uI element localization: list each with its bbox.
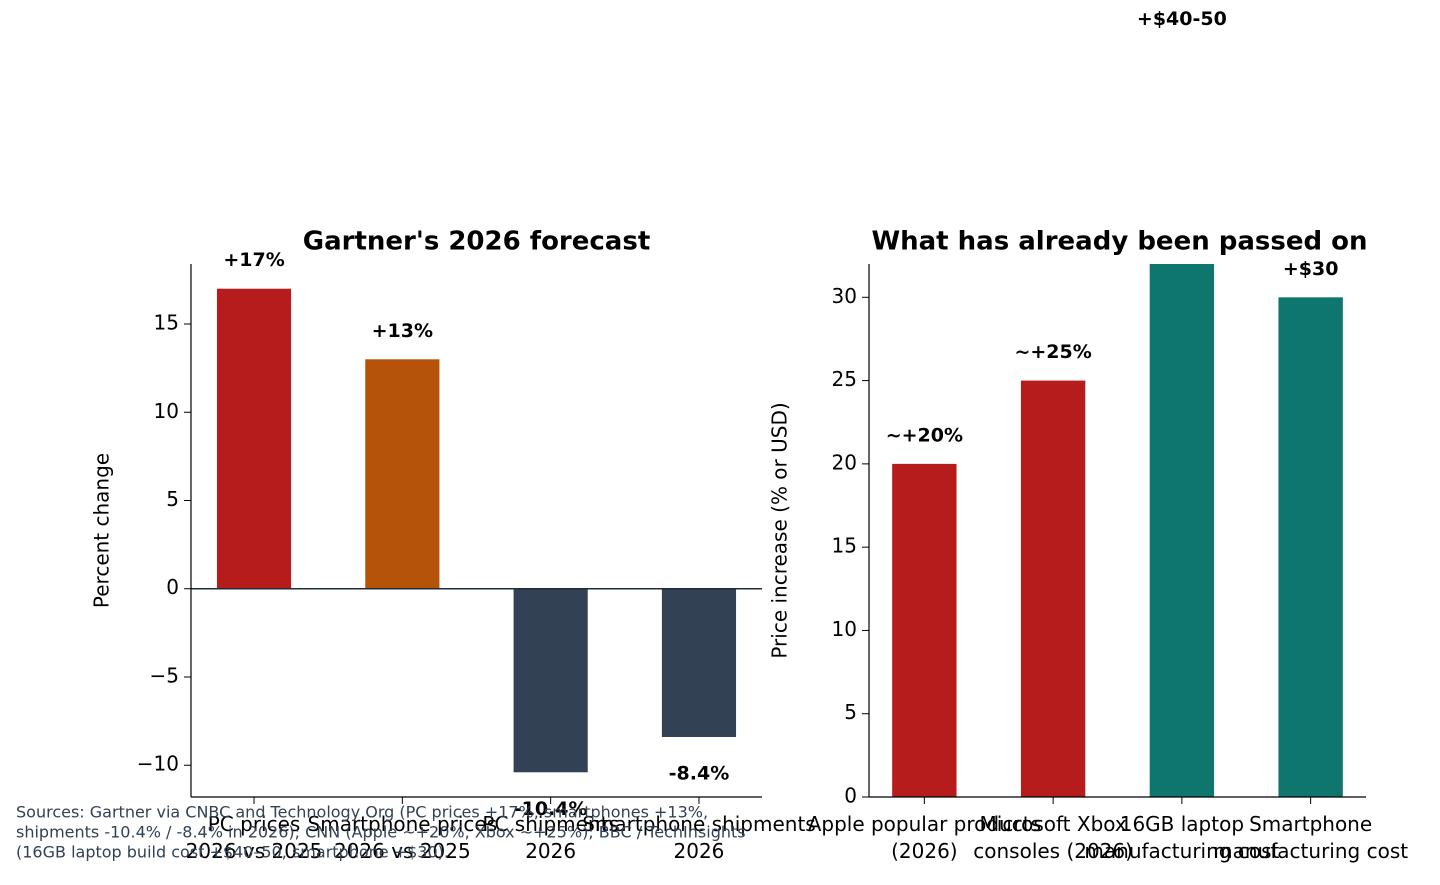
y-tick-label: 15: [832, 534, 857, 558]
x-tick-label: PC shipments 2026: [482, 812, 618, 863]
y-tick-label: 5: [166, 487, 179, 511]
value-label: -8.4%: [669, 762, 730, 784]
x-tick-label: PC prices 2026 vs 2025: [186, 812, 323, 863]
chart-title: Gartner's 2026 forecast: [303, 227, 651, 257]
y-axis-label: Percent change: [90, 453, 114, 608]
bar: [216, 288, 292, 589]
bar: [365, 359, 440, 589]
sources-note: shipments -10.4% / -8.4% in 2026); CNN (…: [16, 823, 746, 842]
x-tick-line: 16GB laptop: [1120, 812, 1244, 836]
y-axis-label: Price increase (% or USD): [768, 402, 792, 658]
value-label: +$30: [1283, 258, 1339, 280]
y-tick-label: 0: [844, 784, 857, 808]
sources-note: (16GB laptop build cost +$40–50, smartph…: [16, 843, 449, 862]
y-tick-label: 0: [166, 575, 179, 599]
y-tick-label: 10: [154, 399, 179, 423]
x-tick-line: Smartphone prices: [308, 812, 498, 836]
y-tick-label: 10: [832, 617, 857, 641]
value-label: ~+20%: [886, 424, 963, 446]
x-tick-line: 2026 vs 2025: [186, 839, 323, 863]
y-tick-label: −10: [137, 752, 179, 776]
value-label: +13%: [372, 320, 433, 342]
chart-title: What has already been passed on: [871, 227, 1367, 257]
value-label: +$40-50: [1137, 8, 1227, 30]
bar: [1278, 297, 1343, 797]
sources-note: Sources: Gartner via CNBC and Technology…: [16, 803, 708, 822]
x-tick-label: Smartphone shipments 2026: [582, 812, 816, 863]
x-tick-line: 2026: [525, 839, 576, 863]
x-tick-line: manufacturing cost: [1084, 839, 1279, 863]
bar: [892, 463, 957, 797]
x-tick-line: Microsoft Xbox: [980, 812, 1127, 836]
x-tick-line: 2026 vs 2025: [334, 839, 471, 863]
x-tick-line: consoles (2026): [973, 839, 1133, 863]
y-tick-label: 15: [154, 311, 179, 335]
x-tick-line: 2026: [674, 839, 725, 863]
x-tick-line: (2026): [891, 839, 958, 863]
y-tick-label: −5: [150, 663, 179, 687]
x-tick-line: PC shipments: [482, 812, 618, 836]
x-tick-label: 16GB laptop manufacturing cost: [1084, 812, 1279, 863]
value-label: +17%: [223, 249, 284, 271]
x-tick-line: Smartphone shipments: [582, 812, 816, 836]
y-tick-label: 20: [832, 450, 857, 474]
x-tick-line: manufacturing cost: [1213, 839, 1408, 863]
plot-area: [216, 288, 737, 773]
x-tick-line: Apple popular products: [808, 812, 1041, 836]
x-tick-label: Apple popular products (2026): [808, 812, 1041, 863]
bar: [1020, 380, 1086, 797]
x-tick-line: Smartphone: [1249, 812, 1372, 836]
bar: [661, 588, 737, 737]
plot-area: [892, 264, 1343, 797]
y-tick-label: 5: [844, 700, 857, 724]
x-tick-label: Smartphone prices 2026 vs 2025: [308, 812, 498, 863]
x-tick-label: Smartphone manufacturing cost: [1213, 812, 1408, 863]
x-tick-label: Microsoft Xbox consoles (2026): [973, 812, 1133, 863]
x-tick-line: PC prices: [208, 812, 301, 836]
bar: [513, 588, 588, 773]
value-label: ~+25%: [1014, 341, 1091, 363]
value-label: -10.4%: [514, 798, 588, 820]
y-tick-label: 25: [832, 367, 857, 391]
bar: [1149, 264, 1215, 797]
y-tick-label: 30: [832, 284, 857, 308]
